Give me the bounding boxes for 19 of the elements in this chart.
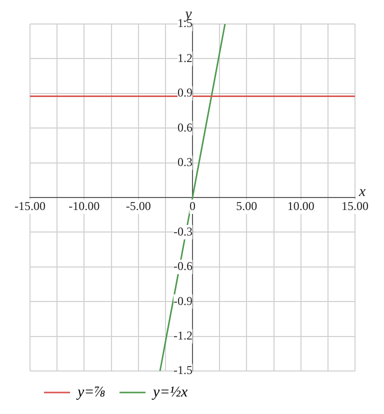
x-tick-label: 0 (190, 198, 196, 213)
y-tick-label: -0.3 (174, 224, 192, 238)
y-tick-label: 0.6 (178, 120, 192, 134)
x-axis-title: x (358, 184, 366, 200)
legend-label: y=½x (151, 384, 188, 400)
x-tick-label: 5.00 (236, 198, 258, 213)
y-tick-label: 0.9 (178, 86, 192, 100)
legend-label: y=⅞ (76, 384, 106, 400)
y-tick-label: -0.6 (174, 259, 192, 274)
x-tick-label: -10.00 (68, 198, 100, 213)
y-tick-label: 0.3 (178, 154, 192, 169)
x-tick-label: -5.00 (126, 198, 151, 213)
y-tick-label: -0.9 (174, 294, 192, 308)
x-tick-label: 10.00 (287, 198, 314, 213)
x-tick-label: -15.00 (14, 198, 46, 213)
y-tick-label: -1.5 (174, 363, 192, 378)
x-tick-label: 15.00 (342, 198, 368, 213)
y-tick-label: 1.2 (178, 50, 192, 65)
y-tick-label: -1.2 (174, 328, 192, 342)
